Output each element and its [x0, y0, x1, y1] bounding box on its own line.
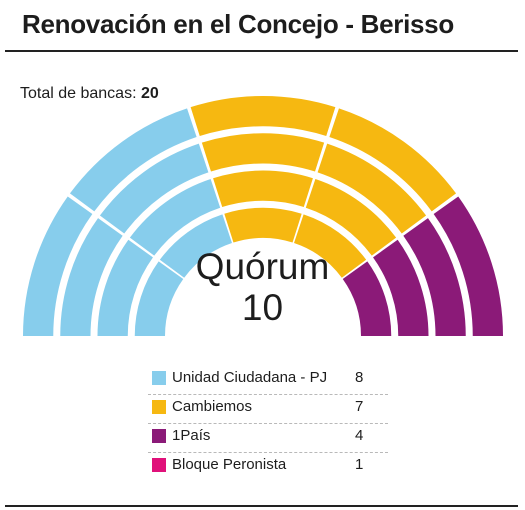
total-seats: Total de bancas: 20 — [20, 83, 159, 104]
total-seats-label: Total de bancas: — [20, 85, 137, 102]
seat-1pa-s-row1-5 — [433, 196, 503, 336]
quorum-label: Quórum — [195, 246, 330, 287]
chart-title: Renovación en el Concejo - Berisso — [22, 9, 454, 39]
seat-unidad-ciudadana-pj-row4-1 — [134, 261, 184, 336]
seat-cambiemos-row4-4 — [294, 214, 367, 278]
seat-1pa-s-row4-5 — [342, 261, 392, 336]
seat-unidad-ciudadana-pj-row3-1 — [97, 239, 153, 336]
seat-unidad-ciudadana-pj-row4-2 — [159, 214, 232, 278]
seat-unidad-ciudadana-pj-row3-2 — [129, 179, 221, 256]
seat-unidad-ciudadana-pj-row2-1 — [60, 218, 123, 336]
legend-value: 4 — [355, 427, 364, 444]
seat-1pa-s-row2-5 — [403, 218, 466, 336]
legend-value: 1 — [355, 456, 364, 473]
total-seats-value: 20 — [140, 85, 159, 102]
seat-unidad-ciudadana-pj-row1-2 — [69, 108, 197, 212]
legend-item: Cambiemos 7 — [148, 395, 388, 424]
legend: Unidad Ciudadana - PJ 8 Cambiemos 7 1País 4 Bl… — [148, 366, 388, 482]
legend-label: Bloque Peronista — [172, 456, 287, 473]
title-divider — [5, 50, 518, 52]
seat-cambiemos-row3-3 — [213, 170, 313, 208]
seat-unidad-ciudadana-pj-row2-2 — [99, 143, 209, 234]
legend-swatch — [152, 429, 166, 443]
seat-cambiemos-row4-3 — [224, 207, 302, 243]
legend-item: Bloque Peronista 1 — [148, 453, 388, 482]
seat-cambiemos-row2-3 — [201, 133, 325, 172]
seat-cambiemos-row1-3 — [190, 96, 336, 137]
legend-item: 1País 4 — [148, 424, 388, 453]
bottom-divider — [5, 505, 518, 507]
legend-item: Unidad Ciudadana - PJ 8 — [148, 366, 388, 395]
legend-label: 1País — [172, 427, 211, 444]
legend-value: 7 — [355, 398, 364, 415]
seat-cambiemos-row1-4 — [329, 108, 457, 212]
legend-swatch — [152, 400, 166, 414]
legend-label: Cambiemos — [172, 398, 253, 415]
seat-cambiemos-row2-4 — [317, 143, 427, 234]
legend-value: 8 — [355, 369, 364, 386]
seat-cambiemos-row3-4 — [305, 179, 397, 256]
seat-unidad-ciudadana-pj-row1-1 — [23, 196, 93, 336]
parliament-chart — [23, 96, 503, 336]
legend-label: Unidad Ciudadana - PJ — [172, 369, 328, 386]
quorum-value: 10 — [241, 287, 284, 328]
legend-swatch — [152, 458, 166, 472]
seat-1pa-s-row3-5 — [373, 239, 429, 336]
legend-swatch — [152, 371, 166, 385]
